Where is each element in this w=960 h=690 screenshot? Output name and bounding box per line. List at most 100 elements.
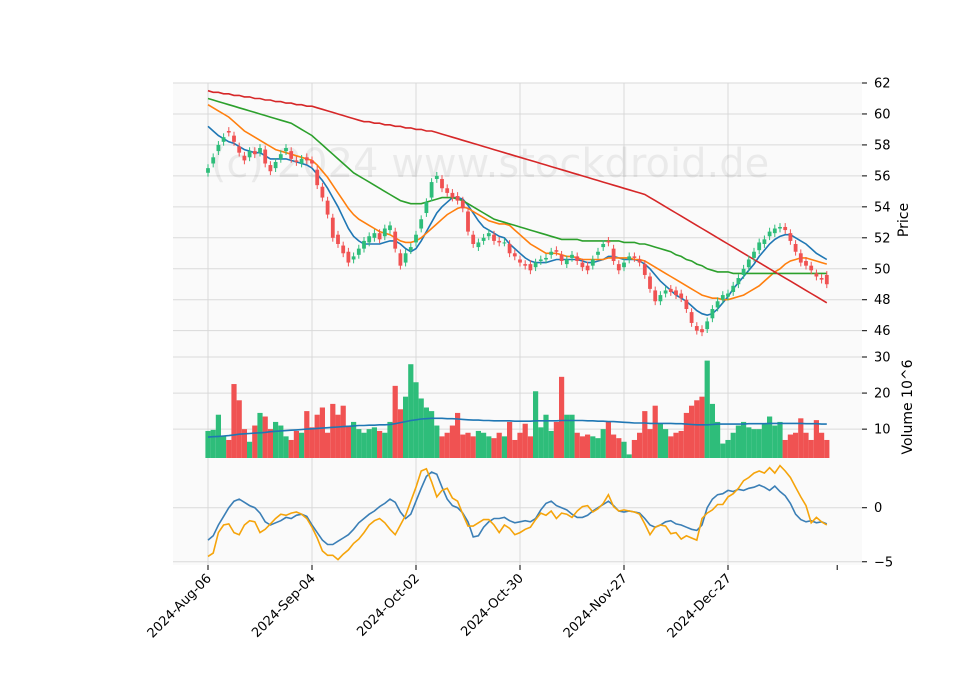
candle-body: [211, 157, 216, 164]
volume-bar: [772, 425, 778, 458]
candle-body: [637, 259, 642, 263]
candle-body: [445, 188, 450, 193]
candle-body: [736, 278, 741, 285]
volume-bar: [221, 436, 227, 458]
candle-body: [310, 160, 314, 164]
candle-body: [601, 243, 606, 248]
volume-bar: [434, 425, 440, 458]
volume-bar: [720, 443, 726, 458]
candle-body: [752, 251, 756, 258]
candle-body: [627, 256, 632, 260]
price-axis-title: Price: [896, 203, 912, 237]
signal-line: [207, 464, 828, 561]
volume-bar: [241, 429, 247, 458]
candle-body: [429, 182, 434, 198]
volume-bar: [491, 438, 497, 458]
candle-body: [538, 259, 543, 262]
candle-body: [278, 154, 283, 159]
candle-body: [585, 265, 590, 271]
candle-body: [512, 253, 517, 257]
candle-body: [804, 261, 808, 266]
candle-body: [544, 257, 548, 260]
candle-body: [315, 169, 320, 186]
candle-body: [632, 256, 637, 258]
candle-body: [289, 151, 294, 159]
volume-bar: [325, 432, 331, 458]
candle-body: [460, 200, 465, 209]
x-tick-label: 2024-Aug-06: [145, 571, 215, 641]
candle-body: [798, 253, 803, 263]
candle-body: [502, 242, 507, 244]
volume-bar: [735, 425, 741, 458]
candle-body: [304, 157, 309, 161]
candle-body: [653, 290, 658, 302]
candle-body: [372, 233, 377, 238]
volume-bar: [486, 436, 492, 458]
x-tick-label: 2024-Oct-02: [354, 571, 422, 639]
volume-bar: [787, 434, 793, 458]
candle-body: [507, 243, 512, 254]
price-tick-label: 52: [874, 231, 891, 246]
volume-bar: [767, 416, 773, 458]
candle-body: [206, 168, 210, 173]
x-tick-label: 2024-Dec-27: [665, 571, 735, 641]
candle-body: [642, 264, 647, 275]
candle-body: [715, 301, 720, 308]
volume-bar: [673, 432, 679, 458]
volume-bar: [231, 384, 237, 458]
candle-body: [284, 148, 288, 152]
candle-body: [684, 299, 689, 310]
candle-body: [367, 236, 372, 243]
volume-bar: [704, 360, 710, 458]
volume-bar: [761, 423, 767, 458]
candle-body: [362, 240, 366, 249]
volume-bar: [371, 427, 377, 458]
volume-bar: [319, 407, 325, 458]
oscillator-tick-label: 0: [874, 501, 882, 516]
oscillator-panel-background: [173, 458, 862, 565]
volume-bar: [663, 429, 669, 458]
candle-body: [622, 262, 626, 268]
volume-bar: [283, 436, 289, 458]
volume-bar: [429, 411, 435, 458]
volume-bar: [408, 364, 414, 458]
volume-bar: [600, 429, 606, 458]
volume-bar: [548, 430, 554, 458]
volume-bar: [746, 427, 752, 458]
volume-bar: [522, 423, 528, 458]
candle-body: [263, 149, 268, 164]
candle-body: [424, 202, 429, 214]
volume-bar: [741, 421, 747, 458]
candle-body: [476, 242, 481, 248]
candle-body: [330, 217, 335, 238]
candle-body: [523, 264, 528, 266]
price-tick-label: 54: [874, 200, 891, 215]
volume-moving-average-line: [207, 417, 827, 438]
oscillator-tick-label: −5: [874, 555, 893, 570]
candle-body: [440, 178, 444, 189]
volume-bar: [813, 420, 819, 458]
oscillator-panel: [207, 464, 828, 561]
candle-body: [694, 326, 699, 331]
volume-bar: [257, 412, 263, 458]
candle-body: [320, 186, 325, 198]
volume-bar: [507, 421, 513, 458]
volume-bar: [475, 430, 481, 458]
volume-bar: [418, 398, 424, 458]
volume-bar: [689, 405, 695, 458]
candle-body: [486, 233, 491, 237]
candle-body: [294, 160, 299, 162]
volume-bar: [756, 429, 762, 458]
candle-body: [741, 268, 746, 275]
candle-body: [783, 226, 788, 231]
volume-bar: [798, 418, 804, 458]
volume-bar: [439, 436, 445, 458]
volume-bar: [652, 405, 658, 458]
volume-bar: [590, 436, 596, 458]
volume-bar: [236, 400, 242, 458]
candle-body: [679, 293, 684, 299]
candle-body: [570, 254, 574, 258]
volume-bar: [616, 438, 622, 458]
volume-bar: [533, 391, 539, 458]
